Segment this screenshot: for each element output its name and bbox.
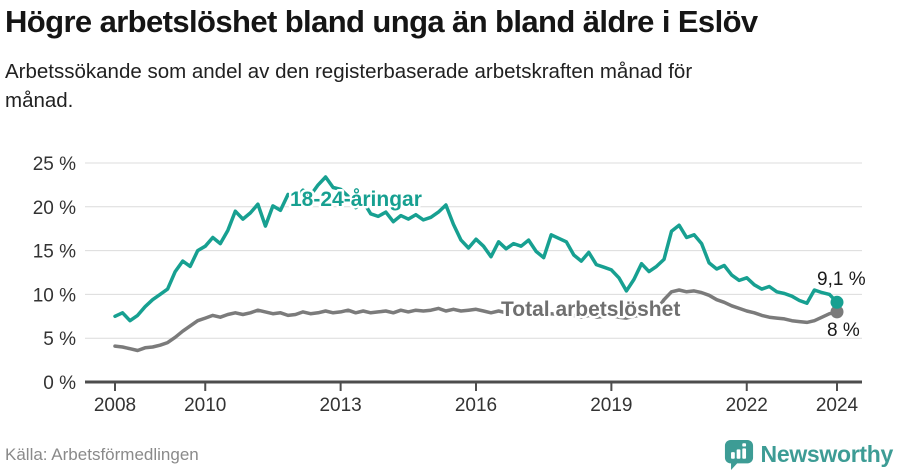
source-note: Källa: Arbetsförmedlingen [5, 445, 199, 464]
series-end-dot [830, 305, 844, 319]
y-tick-label: 0 % [43, 373, 76, 394]
page-subtitle: Arbetssökande som andel av den registerb… [5, 60, 693, 113]
series-end-dot [830, 295, 844, 309]
x-tick-label: 2010 [184, 395, 226, 416]
series-label-young: 18-24-åringar [290, 188, 422, 211]
data-series [113, 175, 844, 353]
x-tick-label: 2024 [816, 395, 859, 416]
y-tick-label: 20 % [33, 198, 76, 219]
x-tick-label: 2008 [94, 395, 136, 416]
y-tick-label: 5 % [43, 329, 76, 350]
series-line [113, 175, 839, 323]
y-tick-label: 25 % [33, 154, 76, 175]
newsworthy-chart-bubble-icon [724, 439, 753, 470]
x-tick-label: 2016 [455, 395, 497, 416]
newsworthy-logo[interactable]: Newsworthy [724, 439, 893, 470]
x-tick-label: 2019 [590, 395, 632, 416]
x-tick-label: 2022 [726, 395, 768, 416]
page-title: Högre arbetslöshet bland unga än bland ä… [5, 4, 758, 39]
series-label-total: Total arbetslöshet [501, 298, 680, 321]
end-value-label-total: 8 % [827, 320, 860, 341]
gridlines [85, 162, 862, 384]
y-tick-label: 15 % [33, 242, 76, 263]
x-axis: 2008 2010 2013 2016 2019 2022 2024 [94, 382, 859, 416]
brand-name: Newsworthy [760, 441, 894, 467]
end-value-label-young: 9,1 % [817, 269, 866, 290]
y-axis-labels: 0 % 5 % 10 % 15 % 20 % 25 % [33, 154, 76, 394]
y-tick-label: 10 % [33, 285, 76, 306]
x-tick-label: 2013 [319, 395, 361, 416]
series-line [113, 288, 839, 353]
